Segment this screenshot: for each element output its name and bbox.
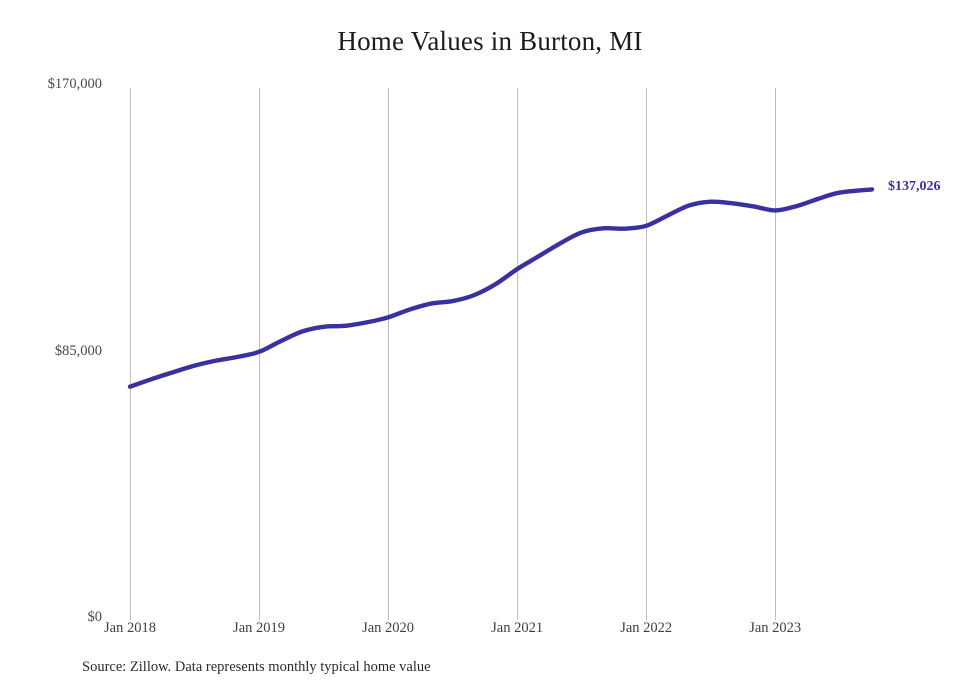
series-line-typical-home-value <box>127 187 875 389</box>
chart-title: Home Values in Burton, MI <box>337 26 643 56</box>
x-axis-tick-label: Jan 2022 <box>620 620 673 636</box>
y-axis-tick-label: $0 <box>87 609 103 625</box>
x-axis-tick-label: Jan 2019 <box>233 620 286 636</box>
x-axis-tick-label: Jan 2023 <box>749 620 802 636</box>
source-note: Source: Zillow. Data represents monthly … <box>82 659 431 675</box>
x-axis-tick-label: Jan 2018 <box>104 620 156 636</box>
endpoint-value-label: $137,026 <box>888 179 941 195</box>
x-axis-tick-label: Jan 2020 <box>362 620 415 636</box>
gridlines <box>130 88 776 620</box>
y-axis-tick-label: $85,000 <box>54 342 102 359</box>
x-axis-tick-label: Jan 2021 <box>491 620 544 636</box>
series-group <box>127 187 875 389</box>
y-axis-tick-label: $170,000 <box>47 76 102 92</box>
